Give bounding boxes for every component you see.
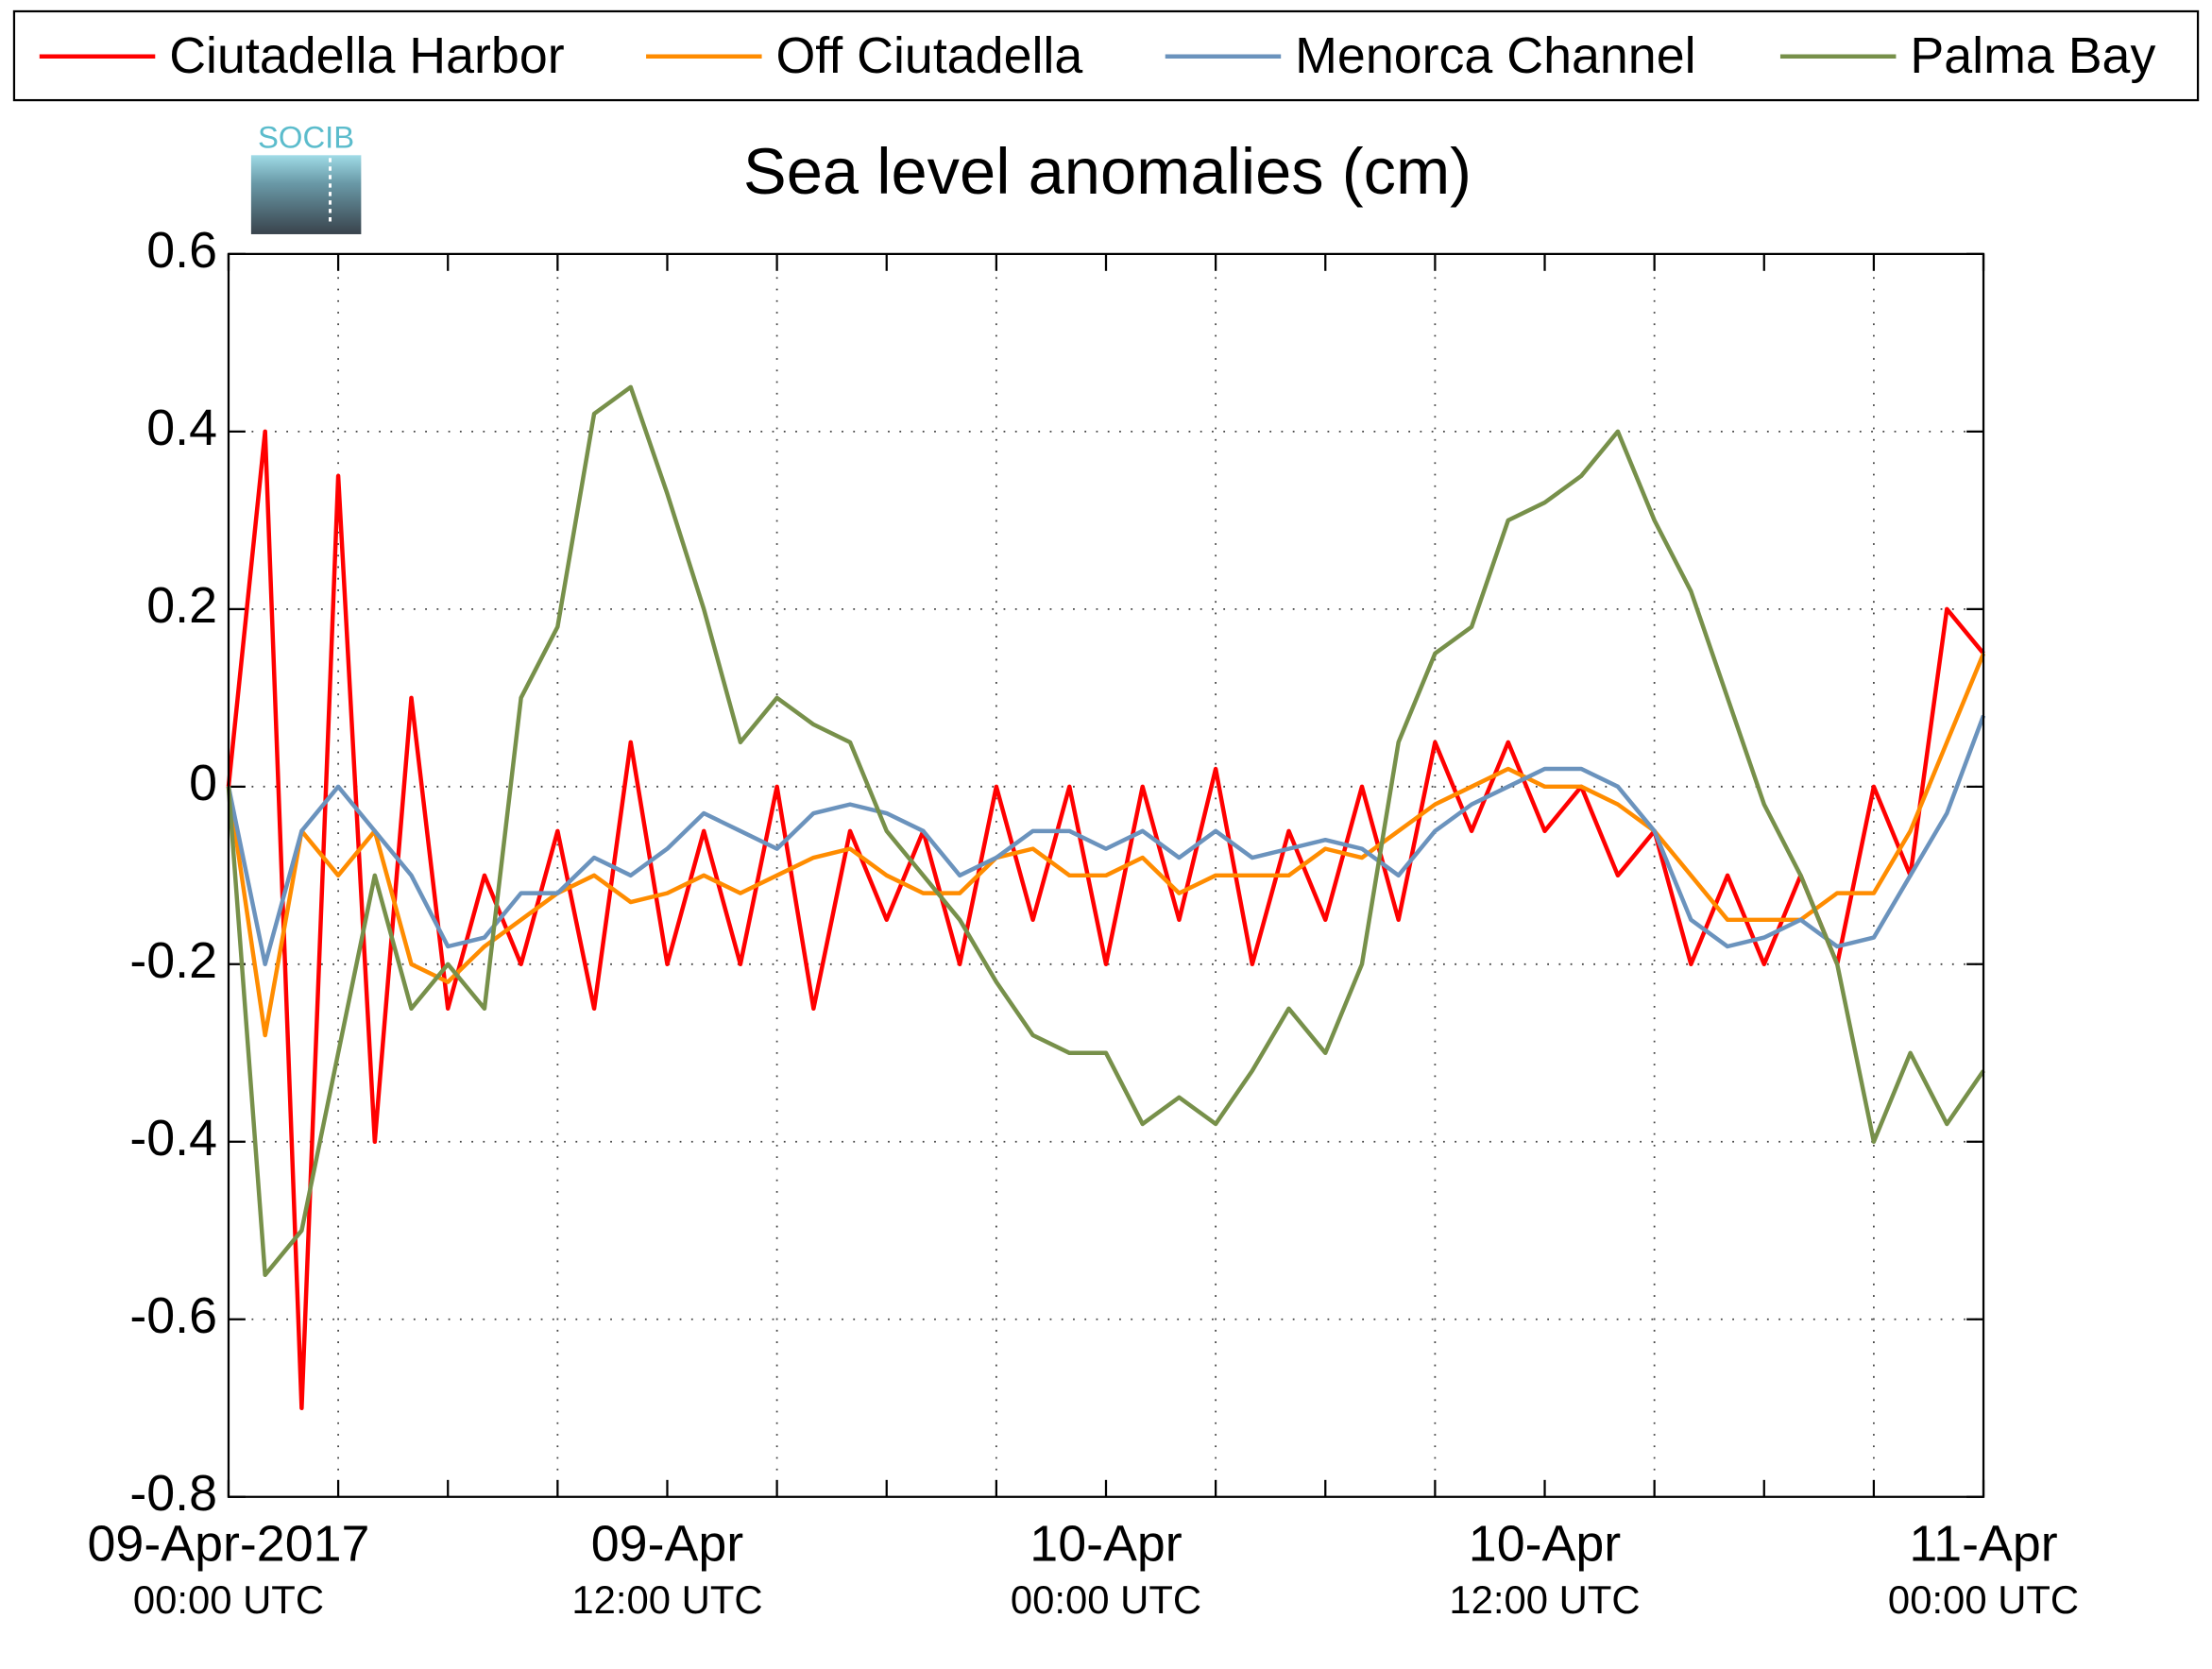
x-tick-sublabel: 00:00 UTC (1011, 1577, 1201, 1622)
x-tick-label: 10-Apr (1469, 1516, 1621, 1573)
y-tick-label: -0.2 (129, 932, 217, 989)
y-tick-label: 0.6 (146, 222, 217, 279)
series-line (226, 429, 1985, 1411)
x-tick-label: 10-Apr (1029, 1516, 1182, 1573)
y-tick-label: 0.2 (146, 577, 217, 634)
logo-image (250, 155, 362, 234)
y-tick-label: -0.6 (129, 1287, 217, 1344)
series-line (226, 714, 1986, 967)
x-tick-label: 11-Apr (1909, 1516, 2057, 1573)
y-tick-label: 0.4 (146, 400, 217, 456)
y-tick-label: -0.4 (129, 1110, 217, 1167)
x-tick-label: 09-Apr (591, 1516, 743, 1573)
series-line (226, 652, 1986, 1038)
legend-label: Off Ciutadella (775, 27, 1082, 84)
x-tick-sublabel: 00:00 UTC (133, 1577, 324, 1622)
logo-text: SOCIB (258, 120, 354, 155)
legend-label: Palma Bay (1910, 27, 2155, 84)
x-tick-sublabel: 12:00 UTC (571, 1577, 762, 1622)
legend-label: Menorca Channel (1295, 27, 1695, 84)
y-tick-label: -0.8 (129, 1465, 217, 1522)
legend-label: Ciutadella Harbor (169, 27, 564, 84)
series-line (226, 384, 1985, 1278)
x-tick-sublabel: 12:00 UTC (1449, 1577, 1640, 1622)
chart-title: Sea level anomalies (cm) (743, 135, 1472, 208)
x-tick-sublabel: 00:00 UTC (1888, 1577, 2079, 1622)
y-tick-label: 0 (189, 755, 217, 811)
logo: SOCIB (250, 120, 362, 234)
x-tick-label: 09-Apr-2017 (88, 1516, 370, 1573)
plot-frame (227, 252, 1985, 1498)
